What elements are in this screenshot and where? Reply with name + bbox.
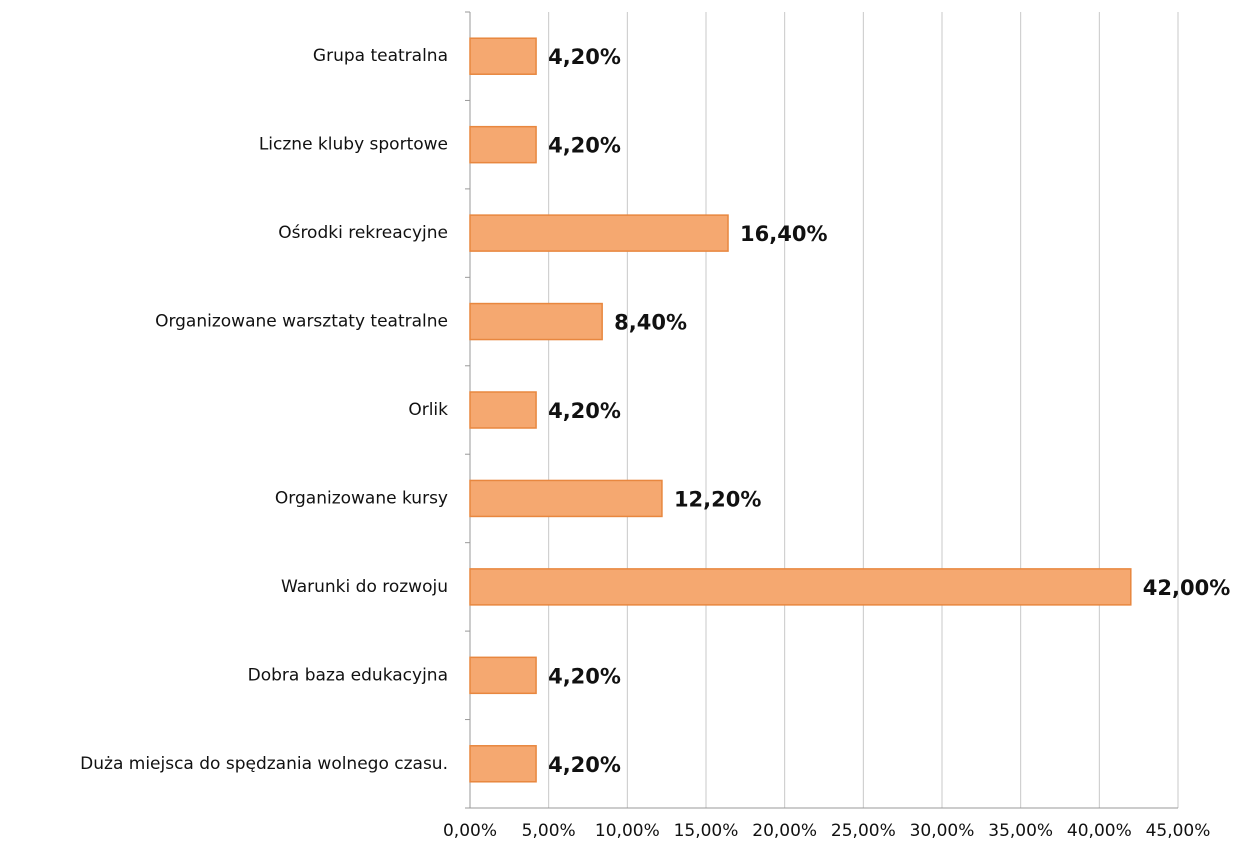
- x-tick-label: 15,00%: [674, 821, 739, 841]
- bar: [469, 125, 537, 164]
- category-label: Orlik: [408, 400, 448, 420]
- bar: [469, 479, 663, 518]
- value-label: 4,20%: [548, 753, 621, 777]
- bar: [469, 302, 603, 341]
- bar: [469, 37, 537, 75]
- x-tick-label: 20,00%: [752, 821, 817, 841]
- x-tick-label: 10,00%: [595, 821, 660, 841]
- category-label: Warunki do rozwoju: [281, 577, 448, 597]
- value-label: 16,40%: [740, 222, 827, 246]
- category-label: Organizowane warsztaty teatralne: [155, 312, 448, 332]
- bar: [469, 214, 729, 252]
- bar: [469, 656, 537, 695]
- category-label: Organizowane kursy: [275, 488, 448, 508]
- value-label: 4,20%: [548, 664, 621, 688]
- category-label: Ośrodki rekreacyjne: [278, 223, 448, 243]
- value-label: 4,20%: [548, 134, 621, 158]
- category-label: Dobra baza edukacyjna: [248, 665, 448, 685]
- category-label: Grupa teatralna: [313, 46, 448, 66]
- value-label: 12,20%: [674, 487, 761, 511]
- x-tick-label: 0,00%: [443, 821, 497, 841]
- bar: [469, 391, 537, 429]
- category-label: Duża miejsca do spędzania wolnego czasu.: [80, 754, 448, 774]
- value-label: 4,20%: [548, 45, 621, 69]
- x-tick-label: 45,00%: [1146, 821, 1211, 841]
- category-label: Liczne kluby sportowe: [259, 135, 448, 155]
- value-label: 4,20%: [548, 399, 621, 423]
- x-tick-label: 40,00%: [1067, 821, 1132, 841]
- x-tick-label: 25,00%: [831, 821, 896, 841]
- x-tick-label: 5,00%: [522, 821, 576, 841]
- bar: [469, 568, 1132, 606]
- value-label: 42,00%: [1143, 576, 1230, 600]
- x-tick-label: 30,00%: [910, 821, 975, 841]
- x-tick-label: 35,00%: [988, 821, 1053, 841]
- bar: [469, 745, 537, 783]
- value-label: 8,40%: [614, 311, 687, 335]
